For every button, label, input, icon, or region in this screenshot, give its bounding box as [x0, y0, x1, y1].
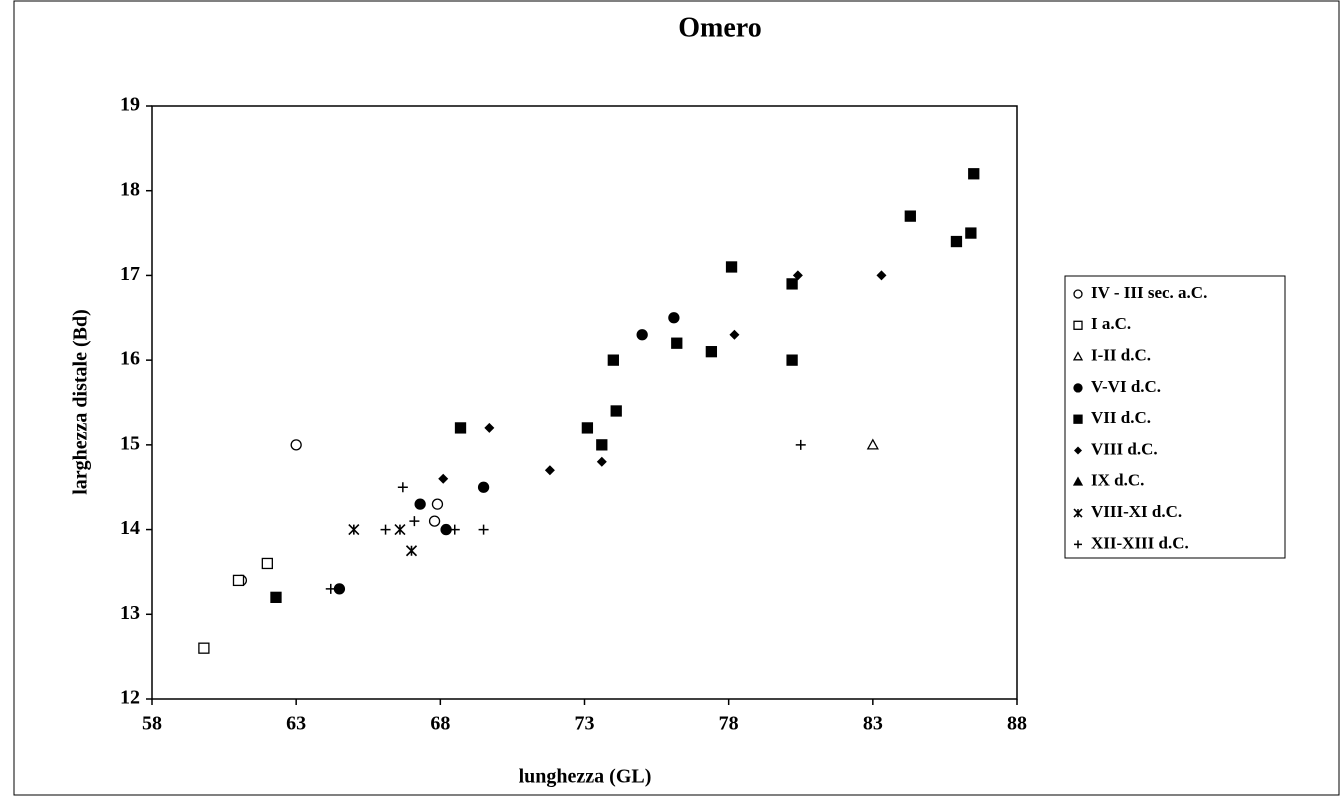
legend-label: VIII-XI d.C.: [1091, 502, 1182, 521]
point: [904, 210, 916, 222]
point: [232, 574, 245, 587]
point: [477, 481, 490, 493]
legend-marker: [1073, 414, 1083, 424]
point: [795, 439, 806, 450]
point: [440, 523, 452, 536]
legend-marker: [1073, 508, 1083, 518]
legend-marker: [1073, 383, 1083, 393]
point: [478, 524, 489, 535]
legend-marker: [1074, 446, 1082, 455]
point: [786, 278, 798, 290]
point: [668, 312, 680, 324]
point: [866, 438, 879, 450]
legend-marker: [1073, 289, 1083, 299]
point: [325, 583, 336, 594]
legend-label: XII-XIII d.C.: [1091, 533, 1189, 552]
legend-marker: [1074, 540, 1082, 549]
legend-box: [1064, 275, 1286, 559]
point: [397, 482, 408, 493]
legend-label: IV - III sec. a.C.: [1091, 283, 1207, 302]
y-tick-label: 15: [120, 432, 140, 454]
point: [705, 346, 718, 358]
y-tick-label: 17: [120, 263, 140, 285]
point: [431, 498, 444, 510]
plot-area: [151, 105, 1018, 700]
point: [414, 498, 426, 510]
legend-label: IX d.C.: [1091, 471, 1144, 490]
legend-label: I-II d.C.: [1091, 346, 1151, 365]
legend-label: I a.C.: [1091, 314, 1131, 333]
point: [876, 270, 887, 281]
point: [607, 354, 619, 366]
point: [596, 439, 608, 451]
x-tick-label: 68: [430, 713, 450, 735]
point: [725, 261, 738, 273]
point: [333, 583, 346, 595]
chart-title: Omero: [678, 12, 761, 43]
legend-marker: [1072, 476, 1084, 486]
point: [449, 524, 460, 535]
point: [438, 473, 449, 484]
x-tick-label: 58: [142, 713, 162, 735]
point: [290, 439, 302, 451]
y-tick-label: 14: [120, 517, 140, 539]
point: [348, 524, 360, 536]
legend-label: VII d.C.: [1091, 408, 1151, 427]
point: [968, 168, 980, 180]
frame: [13, 0, 1340, 796]
point: [596, 456, 607, 467]
point: [544, 465, 555, 476]
point: [786, 354, 798, 366]
point: [405, 545, 418, 557]
y-tick-label: 18: [120, 178, 140, 200]
x-tick-label: 63: [286, 713, 306, 735]
legend-marker: [1073, 320, 1083, 330]
point: [610, 405, 622, 417]
x-tick-label: 88: [1007, 713, 1027, 735]
point: [380, 524, 391, 535]
point: [270, 591, 282, 603]
legend-label: V-VI d.C.: [1091, 377, 1161, 396]
point: [198, 642, 210, 654]
point: [965, 227, 977, 239]
point: [261, 557, 273, 570]
point: [729, 329, 740, 340]
point: [394, 524, 406, 536]
x-tick-label: 78: [719, 713, 739, 735]
point: [454, 422, 467, 434]
legend-label: VIII d.C.: [1091, 439, 1158, 458]
x-tick-label: 73: [575, 713, 595, 735]
point: [428, 515, 441, 527]
x-axis-label: lunghezza (GL): [519, 766, 652, 788]
y-tick-label: 13: [120, 602, 140, 624]
y-tick-label: 16: [120, 348, 140, 370]
legend-marker: [1072, 351, 1084, 361]
y-axis-label: larghezza distale (Bd): [70, 309, 92, 495]
point: [636, 329, 648, 341]
x-tick-label: 83: [863, 713, 883, 735]
point: [484, 422, 495, 433]
point: [409, 516, 420, 527]
y-tick-label: 19: [120, 94, 140, 116]
y-tick-label: 12: [120, 687, 140, 709]
point: [950, 235, 963, 248]
point: [581, 422, 594, 434]
point: [792, 270, 803, 281]
point: [671, 337, 683, 349]
